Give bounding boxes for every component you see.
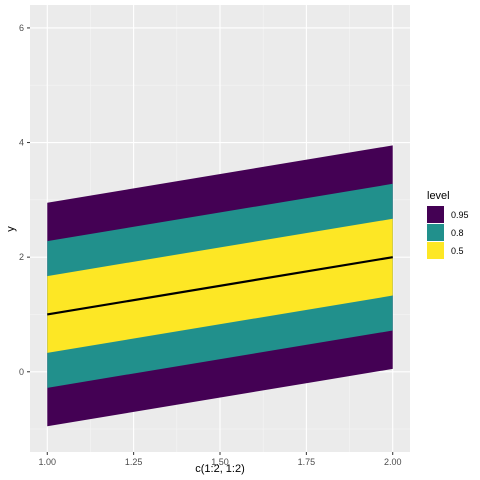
x-axis-title: c(1:2, 1:2) — [195, 463, 245, 475]
x-tick-label: 2.00 — [384, 457, 402, 467]
legend-label: 0.5 — [451, 246, 464, 256]
x-tick-label: 1.75 — [298, 457, 316, 467]
axis-ticks — [27, 27, 394, 455]
fit-line — [47, 256, 393, 316]
x-tick-label: 1.25 — [125, 457, 143, 467]
legend-label: 0.8 — [451, 228, 464, 238]
legend-title: level — [427, 190, 450, 202]
y-axis-title: y — [5, 226, 17, 232]
y-tick-label: 2 — [19, 252, 24, 262]
y-tick-labels: 0 2 4 6 — [19, 23, 24, 377]
x-tick-labels: 1.00 1.25 1.50 1.75 2.00 — [39, 457, 402, 467]
y-tick-label: 6 — [19, 23, 24, 33]
y-tick-label: 0 — [19, 367, 24, 377]
fit-line-path — [47, 256, 393, 316]
legend: level 0.95 0.8 0.5 — [427, 190, 469, 259]
x-tick-label: 1.00 — [39, 457, 57, 467]
x-tick-label: 1.50 — [211, 457, 229, 467]
legend-key-0-5 — [427, 242, 444, 259]
y-tick-label: 4 — [19, 138, 24, 148]
legend-label: 0.95 — [451, 210, 469, 220]
legend-key-0-95 — [427, 206, 444, 223]
legend-key-0-8 — [427, 224, 444, 241]
